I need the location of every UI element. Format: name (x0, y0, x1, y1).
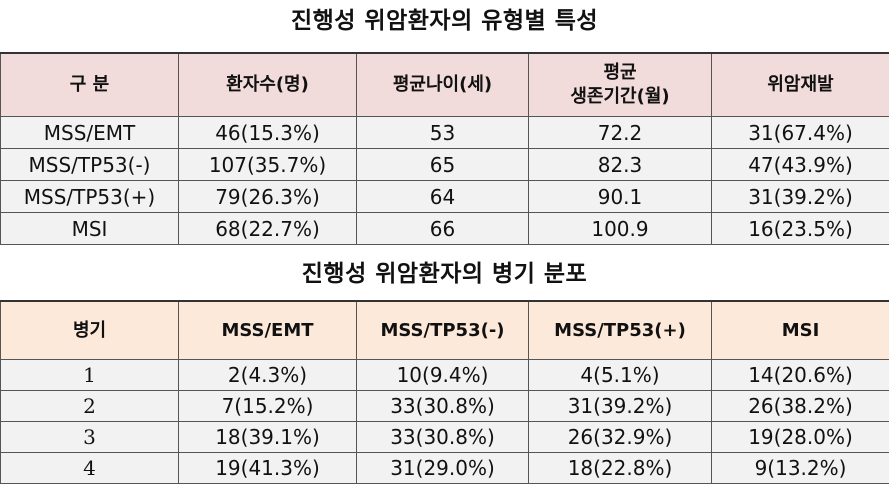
table-row: 1 2(4.3%) 10(9.4%) 4(5.1%) 14(20.6%) (0, 359, 889, 391)
table-cell: 65 (356, 148, 529, 181)
characteristics-table: 구 분 환자수(명) 평균나이(세) 평균 생존기간(월) 위암재발 MSS/E… (0, 52, 889, 245)
row-label: MSS/TP53(+) (0, 180, 179, 213)
table-cell: 18(22.8%) (528, 452, 712, 484)
stage-distribution-table: 병기 MSS/EMT MSS/TP53(-) MSS/TP53(+) MSI 1… (0, 300, 889, 484)
table-cell: 72.2 (528, 116, 712, 149)
header-mean-survival: 평균 생존기간(월) (528, 52, 712, 117)
table-row: MSS/EMT 46(15.3%) 53 72.2 31(67.4%) (0, 116, 889, 149)
table-cell: 46(15.3%) (178, 116, 357, 149)
row-label: 1 (0, 359, 179, 391)
header-mean-survival-line1: 평균 (603, 62, 637, 83)
table-cell: 90.1 (528, 180, 712, 213)
table-cell: 100.9 (528, 212, 712, 245)
row-label: 2 (0, 390, 179, 422)
stage-header-row: 병기 MSS/EMT MSS/TP53(-) MSS/TP53(+) MSI (0, 300, 889, 360)
table-cell: 82.3 (528, 148, 712, 181)
row-label: 4 (0, 452, 179, 484)
table-cell: 33(30.8%) (356, 390, 529, 422)
table-cell: 16(23.5%) (711, 212, 889, 245)
header-recurrence: 위암재발 (711, 52, 889, 117)
row-label: MSI (0, 212, 179, 245)
header-mss-emt: MSS/EMT (178, 300, 357, 360)
table-cell: 66 (356, 212, 529, 245)
table-cell: 47(43.9%) (711, 148, 889, 181)
header-msi: MSI (711, 300, 889, 360)
row-label: MSS/TP53(-) (0, 148, 179, 181)
table-cell: 10(9.4%) (356, 359, 529, 391)
table-cell: 31(67.4%) (711, 116, 889, 149)
table-cell: 4(5.1%) (528, 359, 712, 391)
table-cell: 31(39.2%) (711, 180, 889, 213)
table-cell: 26(38.2%) (711, 390, 889, 422)
table-cell: 14(20.6%) (711, 359, 889, 391)
table-cell: 53 (356, 116, 529, 149)
table-cell: 68(22.7%) (178, 212, 357, 245)
table-cell: 79(26.3%) (178, 180, 357, 213)
header-mean-survival-line2: 생존기간(월) (570, 86, 670, 107)
row-label: 3 (0, 421, 179, 453)
table-row: MSS/TP53(+) 79(26.3%) 64 90.1 31(39.2%) (0, 180, 889, 213)
table-cell: 19(28.0%) (711, 421, 889, 453)
table-cell: 9(13.2%) (711, 452, 889, 484)
table-cell: 31(39.2%) (528, 390, 712, 422)
table-cell: 7(15.2%) (178, 390, 357, 422)
table-cell: 107(35.7%) (178, 148, 357, 181)
characteristics-header-row: 구 분 환자수(명) 평균나이(세) 평균 생존기간(월) 위암재발 (0, 52, 889, 117)
header-mean-age: 평균나이(세) (356, 52, 529, 117)
stage-table-title: 진행성 위암환자의 병기 분포 (301, 261, 588, 287)
table-cell: 64 (356, 180, 529, 213)
row-label: MSS/EMT (0, 116, 179, 149)
table-row: 2 7(15.2%) 33(30.8%) 31(39.2%) 26(38.2%) (0, 390, 889, 422)
table-cell: 2(4.3%) (178, 359, 357, 391)
table-row: MSS/TP53(-) 107(35.7%) 65 82.3 47(43.9%) (0, 148, 889, 181)
table-cell: 31(29.0%) (356, 452, 529, 484)
table-cell: 18(39.1%) (178, 421, 357, 453)
table-cell: 19(41.3%) (178, 452, 357, 484)
header-patient-count: 환자수(명) (178, 52, 357, 117)
table-row: 3 18(39.1%) 33(30.8%) 26(32.9%) 19(28.0%… (0, 421, 889, 453)
header-mss-tp53-positive: MSS/TP53(+) (528, 300, 712, 360)
table-cell: 26(32.9%) (528, 421, 712, 453)
table-row: 4 19(41.3%) 31(29.0%) 18(22.8%) 9(13.2%) (0, 452, 889, 484)
characteristics-table-title: 진행성 위암환자의 유형별 특성 (290, 8, 599, 34)
table-row: MSI 68(22.7%) 66 100.9 16(23.5%) (0, 212, 889, 245)
table-cell: 33(30.8%) (356, 421, 529, 453)
header-mss-tp53-negative: MSS/TP53(-) (356, 300, 529, 360)
header-category: 구 분 (0, 52, 179, 117)
header-stage: 병기 (0, 300, 179, 360)
